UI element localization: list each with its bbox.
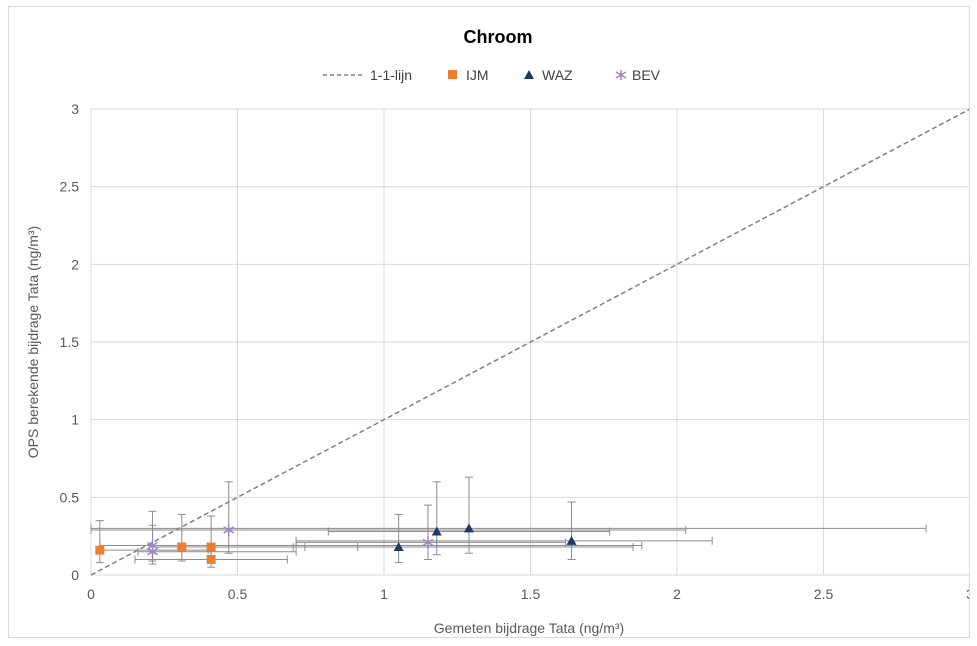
y-tick-label: 0 — [71, 567, 79, 583]
legend: 1-1-lijn IJM WAZ BEV — [323, 67, 661, 83]
point-bev — [147, 545, 158, 558]
error-bar-ijm — [149, 513, 306, 562]
x-tick-label: 3 — [966, 586, 969, 602]
point-bev — [422, 536, 434, 549]
scatter-chart: Chroom 1-1-lijn IJM WAZ BEV 0 0.5 1 1.5 2 2.5… — [25, 27, 969, 636]
point-bev — [223, 523, 235, 536]
legend-symbol-ijm — [448, 70, 457, 79]
point-ijm — [95, 545, 105, 555]
y-tick-label: 0.5 — [60, 489, 80, 505]
y-tick-label: 1 — [71, 412, 79, 428]
x-tick-label: 0.5 — [228, 586, 248, 602]
y-tick-label: 2 — [71, 256, 79, 272]
x-tick-label: 1.5 — [521, 586, 541, 602]
x-tick-label: 0 — [87, 586, 95, 602]
error-bar-bev — [90, 481, 687, 554]
star-stroke — [147, 541, 158, 550]
point-waz — [463, 523, 474, 533]
error-bar-bev — [137, 524, 297, 565]
x-tick-label: 2 — [673, 586, 681, 602]
x-tick-label: 1 — [380, 586, 388, 602]
error-bar-ijm — [152, 515, 359, 562]
x-axis-label: Gemeten bijdrage Tata (ng/m³) — [434, 620, 624, 636]
x-tick-label: 2.5 — [814, 586, 834, 602]
point-waz — [431, 526, 442, 536]
star-stroke — [223, 526, 235, 534]
error-bars — [90, 476, 927, 568]
y-tick-label: 2.5 — [60, 179, 80, 195]
error-bar-bev — [99, 510, 643, 562]
star-stroke — [422, 538, 434, 547]
reference-line-group — [90, 108, 969, 576]
chart-frame: Chroom 1-1-lijn IJM WAZ BEV 0 0.5 1 1.5 2 2.5… — [8, 6, 970, 638]
error-bar-waz — [90, 476, 927, 554]
error-bar-waz — [292, 513, 634, 564]
y-axis-label: OPS berekende bijdrage Tata (ng/m³) — [25, 226, 41, 458]
chart-title: Chroom — [464, 27, 533, 47]
legend-symbol-bev — [615, 70, 627, 80]
error-bar-waz — [295, 501, 713, 560]
y-tick-labels: 0 0.5 1 1.5 2 2.5 3 — [60, 101, 80, 583]
y-tick-label: 1.5 — [60, 334, 80, 350]
x-tick-labels: 0 0.5 1 1.5 2 2.5 3 — [87, 586, 969, 602]
legend-label-ijm: IJM — [466, 67, 489, 83]
data-points — [95, 523, 577, 564]
legend-label-bev: BEV — [632, 67, 661, 83]
point-ijm — [177, 542, 187, 552]
legend-label-1-1-lijn: 1-1-lijn — [370, 67, 412, 83]
point-waz — [566, 535, 577, 545]
point-ijm — [206, 554, 216, 564]
point-ijm — [206, 542, 216, 552]
star-stroke — [147, 548, 158, 556]
legend-label-waz: WAZ — [542, 67, 573, 83]
legend-symbol-waz — [524, 70, 534, 79]
error-bar-bev — [295, 504, 567, 560]
y-tick-label: 3 — [71, 101, 79, 117]
reference-line — [90, 108, 969, 576]
point-waz — [393, 542, 404, 552]
